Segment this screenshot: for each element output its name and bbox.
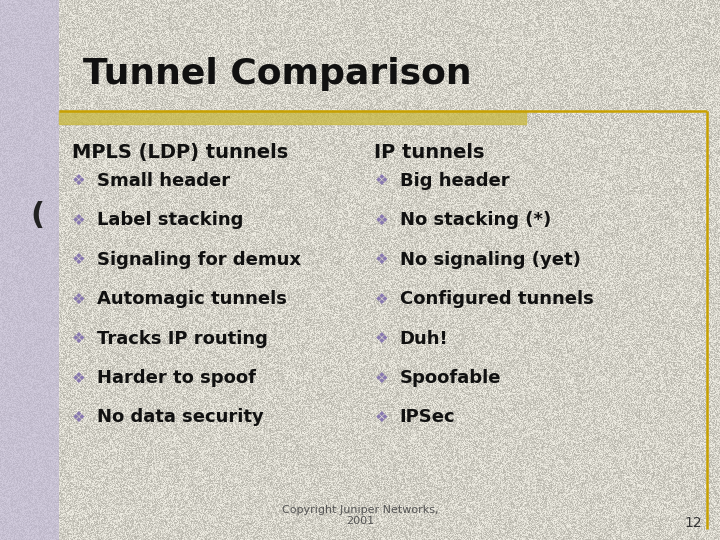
Text: ❖: ❖ <box>374 331 388 346</box>
Text: IP tunnels: IP tunnels <box>374 143 485 162</box>
Text: Tunnel Comparison: Tunnel Comparison <box>83 57 472 91</box>
Text: ❖: ❖ <box>374 292 388 307</box>
Text: Spoofable: Spoofable <box>400 369 501 387</box>
Bar <box>0 0 59 540</box>
Text: ❖: ❖ <box>374 410 388 425</box>
Text: ❖: ❖ <box>374 173 388 188</box>
Text: ❖: ❖ <box>72 370 86 386</box>
Text: MPLS (LDP) tunnels: MPLS (LDP) tunnels <box>72 143 288 162</box>
Text: No data security: No data security <box>97 408 264 427</box>
Text: ❖: ❖ <box>374 370 388 386</box>
Text: ❖: ❖ <box>72 213 86 228</box>
Text: Label stacking: Label stacking <box>97 211 243 230</box>
Text: Automagic tunnels: Automagic tunnels <box>97 290 287 308</box>
Text: ❖: ❖ <box>72 173 86 188</box>
Text: (: ( <box>30 201 45 231</box>
Text: Configured tunnels: Configured tunnels <box>400 290 593 308</box>
Text: No signaling (yet): No signaling (yet) <box>400 251 580 269</box>
Text: IPSec: IPSec <box>400 408 455 427</box>
Text: Small header: Small header <box>97 172 230 190</box>
Text: ❖: ❖ <box>374 252 388 267</box>
Text: ❖: ❖ <box>72 252 86 267</box>
Text: Copyright Juniper Networks,
2001: Copyright Juniper Networks, 2001 <box>282 505 438 526</box>
Text: Signaling for demux: Signaling for demux <box>97 251 301 269</box>
Text: 12: 12 <box>685 516 702 530</box>
Text: ❖: ❖ <box>374 213 388 228</box>
Text: ❖: ❖ <box>72 292 86 307</box>
Text: Tracks IP routing: Tracks IP routing <box>97 329 268 348</box>
Text: Harder to spoof: Harder to spoof <box>97 369 256 387</box>
Text: Duh!: Duh! <box>400 329 449 348</box>
Text: Big header: Big header <box>400 172 509 190</box>
Text: ❖: ❖ <box>72 410 86 425</box>
Text: ❖: ❖ <box>72 331 86 346</box>
Text: No stacking (*): No stacking (*) <box>400 211 551 230</box>
